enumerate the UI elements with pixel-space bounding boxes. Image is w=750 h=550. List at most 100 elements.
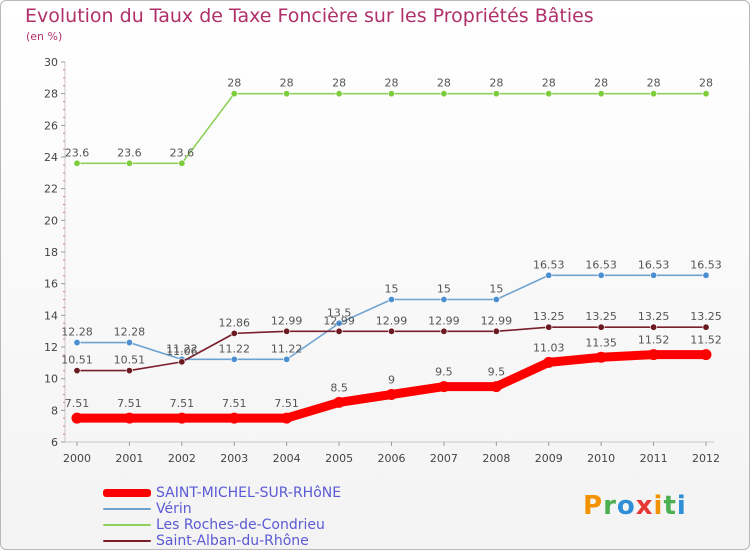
data-point <box>650 323 658 331</box>
data-label: 23.6 <box>170 146 195 159</box>
data-point <box>650 90 658 98</box>
data-point <box>123 412 135 424</box>
y-tick-label: 14 <box>44 309 58 322</box>
data-point <box>125 367 133 375</box>
data-label: 12.99 <box>481 314 513 327</box>
data-point <box>230 90 238 98</box>
data-label: 10.51 <box>61 354 93 367</box>
x-tick-label: 2010 <box>587 452 615 465</box>
chart-subtitle: (en %) <box>26 30 63 43</box>
x-tick-label: 2007 <box>430 452 458 465</box>
data-label: 28 <box>385 77 399 90</box>
data-point <box>178 159 186 167</box>
data-point <box>702 90 710 98</box>
data-point <box>597 90 605 98</box>
data-label: 13.5 <box>327 306 352 319</box>
data-point <box>492 90 500 98</box>
data-label: 13.25 <box>690 310 722 323</box>
data-label: 16.53 <box>638 258 670 271</box>
data-label: 15 <box>385 283 399 296</box>
x-tick-label: 2000 <box>63 452 91 465</box>
x-tick-label: 2006 <box>378 452 406 465</box>
data-point <box>597 271 605 279</box>
legend-item: Saint-Alban-du-Rhône <box>103 533 341 549</box>
x-tick-label: 2012 <box>692 452 720 465</box>
data-point <box>283 355 291 363</box>
legend-swatch <box>103 508 151 510</box>
legend-swatch <box>103 540 151 542</box>
x-tick-label: 2008 <box>482 452 510 465</box>
data-label: 28 <box>227 77 241 90</box>
logo-letter: x <box>635 491 654 521</box>
data-label: 9 <box>388 374 395 387</box>
y-tick-label: 18 <box>44 246 58 259</box>
data-label: 16.53 <box>585 258 617 271</box>
data-point <box>648 349 660 361</box>
data-label: 10.51 <box>114 354 146 367</box>
y-tick-label: 20 <box>44 214 58 227</box>
data-label: 7.51 <box>65 397 90 410</box>
data-point <box>283 327 291 335</box>
data-point <box>545 323 553 331</box>
legend-label: Les Roches-de-Condrieu <box>156 517 325 533</box>
data-point <box>283 90 291 98</box>
data-point <box>545 90 553 98</box>
data-label: 12.28 <box>61 326 93 339</box>
chart-title: Evolution du Taux de Taxe Foncière sur l… <box>25 5 594 27</box>
data-label: 16.53 <box>690 258 722 271</box>
y-tick-label: 6 <box>51 436 58 449</box>
data-point <box>387 90 395 98</box>
data-label: 11.22 <box>271 342 303 355</box>
data-label: 12.99 <box>271 314 303 327</box>
data-point <box>335 90 343 98</box>
logo-letter: t <box>663 491 677 521</box>
x-tick-label: 2004 <box>273 452 301 465</box>
data-point <box>230 355 238 363</box>
data-point <box>230 329 238 337</box>
data-point <box>440 327 448 335</box>
data-point <box>73 339 81 347</box>
data-label: 13.25 <box>638 310 670 323</box>
data-point <box>333 396 345 408</box>
data-label: 11.52 <box>690 334 722 347</box>
data-label: 7.51 <box>117 397 142 410</box>
data-label: 7.51 <box>222 397 247 410</box>
data-point <box>125 339 133 347</box>
x-tick-label: 2005 <box>325 452 353 465</box>
data-point <box>490 381 502 393</box>
legend-item: Les Roches-de-Condrieu <box>103 517 341 533</box>
data-label: 13.25 <box>533 310 565 323</box>
data-point <box>73 159 81 167</box>
y-tick-label: 12 <box>44 341 58 354</box>
data-label: 7.51 <box>170 397 195 410</box>
data-point <box>176 412 188 424</box>
data-point <box>387 295 395 303</box>
data-point <box>281 412 293 424</box>
y-tick-label: 22 <box>44 183 58 196</box>
data-label: 28 <box>280 77 294 90</box>
y-tick-label: 8 <box>51 404 58 417</box>
logo-letter: i <box>676 491 687 521</box>
data-point <box>650 271 658 279</box>
data-point <box>71 412 83 424</box>
chart-legend: SAINT-MICHEL-SUR-RHôNE Vérin Les Roches-de… <box>103 485 341 549</box>
y-tick-label: 24 <box>44 151 58 164</box>
y-tick-label: 26 <box>44 119 58 132</box>
data-point <box>178 358 186 366</box>
data-label: 11.35 <box>585 336 617 349</box>
data-point <box>387 327 395 335</box>
data-label: 28 <box>699 77 713 90</box>
data-point <box>545 271 553 279</box>
y-tick-label: 28 <box>44 88 58 101</box>
data-point <box>440 90 448 98</box>
data-label: 12.28 <box>114 326 146 339</box>
legend-swatch <box>103 489 151 497</box>
data-label: 28 <box>647 77 661 90</box>
x-tick-label: 2011 <box>640 452 668 465</box>
legend-item: SAINT-MICHEL-SUR-RHôNE <box>103 485 341 501</box>
data-label: 12.99 <box>323 314 355 327</box>
x-tick-label: 2009 <box>535 452 563 465</box>
logo-letter: i <box>653 491 664 521</box>
